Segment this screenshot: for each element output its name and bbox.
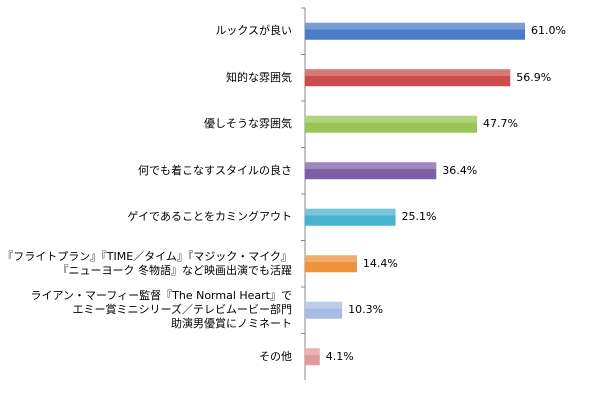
value-label: 36.4% <box>442 163 478 177</box>
bar <box>305 301 343 319</box>
category-label: 優しそうな雰囲気 <box>204 117 292 131</box>
bar <box>305 208 396 226</box>
bar <box>305 69 511 87</box>
bar-highlight <box>305 115 478 123</box>
category-label: ライアン・マーフィー監督『The Normal Heart』で エミー賞ミニシリ… <box>30 289 292 331</box>
value-label: 4.1% <box>325 349 354 363</box>
category-label: 何でも着こなすスタイルの良さ <box>138 163 292 177</box>
bar <box>305 348 320 366</box>
value-label: 14.4% <box>362 256 398 270</box>
bar <box>305 255 357 273</box>
bar-highlight <box>305 255 357 263</box>
category-label: ゲイであることをカミングアウト <box>127 210 292 224</box>
category-label: ルックスが良い <box>215 24 292 38</box>
bar-highlight <box>305 69 511 77</box>
bar <box>305 22 525 40</box>
value-label: 25.1% <box>401 210 437 224</box>
value-label: 61.0% <box>531 24 566 38</box>
value-label: 47.7% <box>483 117 518 131</box>
bar-highlight <box>305 301 343 309</box>
bar-highlight <box>305 348 320 356</box>
category-label: その他 <box>259 349 292 363</box>
value-label: 10.3% <box>348 303 384 317</box>
bar-highlight <box>305 208 396 216</box>
bar <box>305 115 478 133</box>
bar <box>305 162 437 180</box>
value-label: 56.9% <box>516 70 552 84</box>
bar-highlight <box>305 22 525 30</box>
bar-highlight <box>305 162 437 170</box>
category-label: 『フライトプラン』『TIME／タイム』『マジック・マイク』 『ニューヨーク 冬物… <box>2 249 292 277</box>
category-label: 知的な雰囲気 <box>226 70 292 84</box>
